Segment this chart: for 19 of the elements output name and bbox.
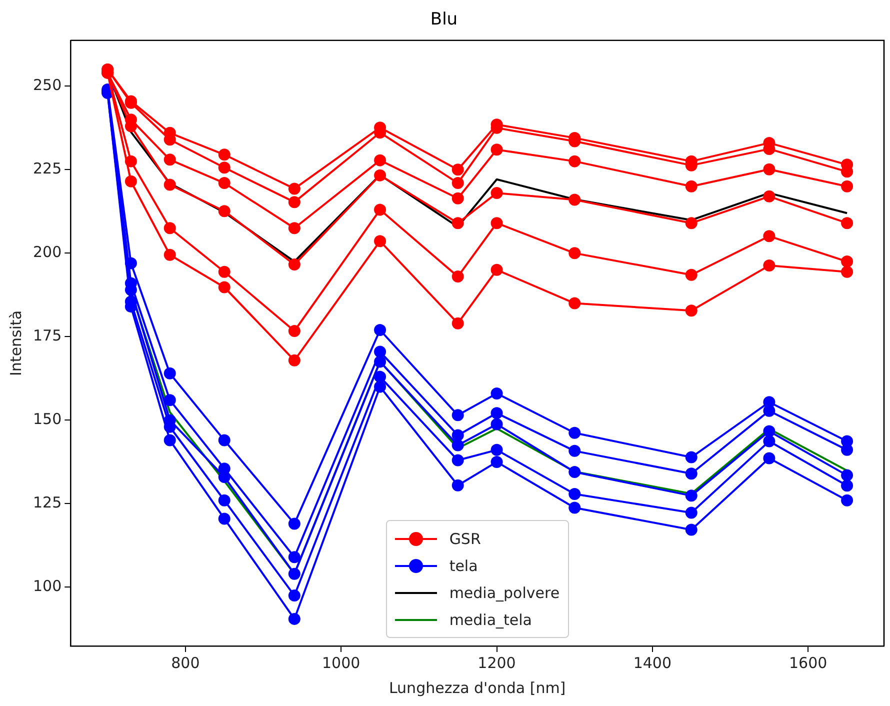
x-tick-label: 1400: [633, 654, 672, 672]
legend-label: media_tela: [449, 610, 532, 628]
x-tick-label: 1000: [322, 654, 360, 672]
y-tick-label: 125: [32, 494, 62, 512]
x-tick-label: 800: [171, 654, 200, 672]
y-tick-label: 225: [32, 160, 62, 178]
y-tick-label: 200: [32, 243, 62, 262]
y-tick-label: 250: [32, 76, 62, 94]
x-tick-label: 1200: [478, 654, 516, 672]
x-tick-label: 1600: [789, 654, 828, 672]
x-axis-title: Lunghezza d'onda [nm]: [388, 678, 566, 697]
y-tick-label: 100: [32, 577, 62, 596]
y-axis-title: Intensità: [6, 310, 25, 376]
chart-title: Blu: [430, 10, 458, 30]
legend-label: tela: [449, 556, 478, 574]
y-tick-label: 175: [32, 326, 62, 345]
legend-label: media_polvere: [449, 584, 560, 602]
y-tick-label: 150: [32, 410, 62, 428]
legend-label: GSR: [449, 530, 481, 548]
